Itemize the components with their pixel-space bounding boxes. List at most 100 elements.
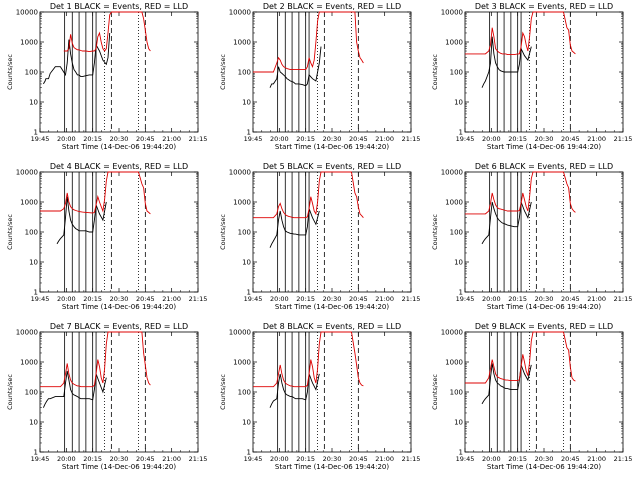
x-tick-label: 20:30 (110, 455, 129, 463)
x-tick-label: 20:15 (296, 455, 315, 463)
x-tick-label: 21:15 (189, 135, 208, 143)
panel-title: Det 9 BLACK = Events, RED = LLD (475, 322, 613, 331)
panel-det-9: Det 9 BLACK = Events, RED = LLD 1 10 100 100… (431, 322, 632, 471)
x-tick-label: 20:15 (83, 455, 102, 463)
y-tick-label: 10000 (441, 9, 463, 17)
y-tick-label: 1000 (233, 199, 251, 207)
x-tick-label: 20:45 (561, 135, 580, 143)
y-tick-label: 10000 (441, 169, 463, 177)
panel-title: Det 6 BLACK = Events, RED = LLD (475, 162, 613, 171)
x-tick-label: 19:45 (244, 455, 263, 463)
panel-title: Det 2 BLACK = Events, RED = LLD (263, 2, 401, 11)
x-tick-label: 20:15 (508, 135, 527, 143)
x-axis-label: Start Time (14-Dec-06 19:44:20) (62, 303, 176, 311)
x-axis-label: Start Time (14-Dec-06 19:44:20) (487, 143, 601, 151)
series-events-line (481, 36, 532, 88)
x-axis-label: Start Time (14-Dec-06 19:44:20) (487, 303, 601, 311)
y-tick-label: 10000 (229, 329, 251, 337)
y-tick-label: 1 (247, 289, 251, 297)
x-tick-label: 21:15 (402, 135, 421, 143)
series-events-line (269, 46, 322, 88)
x-tick-label: 21:15 (614, 455, 633, 463)
y-tick-label: 100 (25, 389, 38, 397)
x-tick-label: 20:00 (57, 295, 76, 303)
y-tick-label: 10000 (16, 329, 38, 337)
y-tick-label: 1000 (233, 39, 251, 47)
panel-det-8: Det 8 BLACK = Events, RED = LLD 1 10 100 100… (219, 322, 420, 471)
panel-title: Det 8 BLACK = Events, RED = LLD (263, 322, 401, 331)
x-tick-label: 20:30 (323, 455, 342, 463)
y-tick-label: 100 (25, 229, 38, 237)
y-tick-label: 1 (459, 289, 463, 297)
y-tick-label: 1 (247, 449, 251, 457)
series-lld-line (253, 331, 364, 388)
series-lld-line (253, 11, 364, 73)
x-tick-label: 20:00 (270, 135, 289, 143)
x-tick-label: 20:00 (482, 455, 501, 463)
x-axis-label: Start Time (14-Dec-06 19:44:20) (487, 463, 601, 471)
series-lld-line (465, 331, 576, 384)
x-tick-label: 20:00 (482, 135, 501, 143)
x-axis-label: Start Time (14-Dec-06 19:44:20) (275, 303, 389, 311)
x-tick-label: 20:30 (323, 295, 342, 303)
series-lld-line (465, 11, 576, 56)
y-tick-label: 10000 (229, 9, 251, 17)
panel-det-1: Det 1 BLACK = Events, RED = LLD 1 10 100 100… (6, 2, 207, 151)
x-tick-label: 20:15 (83, 295, 102, 303)
series-events-line (43, 32, 111, 85)
x-tick-label: 20:45 (349, 135, 368, 143)
x-tick-label: 20:30 (535, 135, 554, 143)
panel-det-4: Det 4 BLACK = Events, RED = LLD 1 10 100 100… (6, 162, 207, 311)
x-tick-label: 20:45 (349, 295, 368, 303)
y-axis-label: Counts/sec (6, 374, 14, 410)
y-tick-label: 10 (29, 419, 38, 427)
plot-frame (252, 11, 412, 133)
x-tick-label: 21:15 (614, 295, 633, 303)
y-axis-label: Counts/sec (431, 214, 439, 250)
x-tick-label: 20:15 (508, 295, 527, 303)
x-tick-label: 20:45 (349, 455, 368, 463)
x-tick-label: 20:30 (110, 295, 129, 303)
x-tick-label: 20:00 (270, 295, 289, 303)
y-tick-label: 1 (34, 129, 38, 137)
x-tick-label: 20:30 (535, 455, 554, 463)
series-events-line (269, 373, 320, 408)
x-tick-label: 21:00 (375, 295, 394, 303)
x-tick-label: 20:30 (535, 295, 554, 303)
y-tick-label: 1000 (445, 39, 463, 47)
x-tick-label: 20:15 (83, 135, 102, 143)
y-tick-label: 1 (34, 449, 38, 457)
y-tick-label: 10000 (16, 169, 38, 177)
x-tick-label: 20:00 (270, 455, 289, 463)
panel-det-3: Det 3 BLACK = Events, RED = LLD 1 10 100 100… (431, 2, 632, 151)
y-tick-label: 10 (454, 99, 463, 107)
y-tick-label: 10000 (229, 169, 251, 177)
x-axis-label: Start Time (14-Dec-06 19:44:20) (62, 463, 176, 471)
y-tick-label: 10 (454, 419, 463, 427)
x-tick-label: 20:45 (136, 295, 155, 303)
x-tick-label: 20:30 (323, 135, 342, 143)
y-axis-label: Counts/sec (219, 54, 227, 90)
x-axis-label: Start Time (14-Dec-06 19:44:20) (275, 143, 389, 151)
x-tick-label: 20:45 (561, 295, 580, 303)
series-lld-line (40, 171, 151, 215)
x-tick-label: 21:00 (587, 295, 606, 303)
series-lld-line (63, 11, 151, 53)
y-tick-label: 10 (242, 259, 251, 267)
y-tick-label: 10000 (16, 9, 38, 17)
panel-title: Det 1 BLACK = Events, RED = LLD (50, 2, 188, 11)
panel-det-6: Det 6 BLACK = Events, RED = LLD 1 10 100 100… (431, 162, 632, 311)
y-tick-label: 1 (34, 289, 38, 297)
y-tick-label: 100 (238, 229, 251, 237)
y-tick-label: 1000 (20, 359, 38, 367)
x-tick-label: 20:30 (110, 135, 129, 143)
x-tick-label: 20:00 (482, 295, 501, 303)
x-tick-label: 20:15 (296, 295, 315, 303)
x-tick-label: 21:00 (375, 135, 394, 143)
y-tick-label: 10 (29, 99, 38, 107)
y-tick-label: 100 (450, 389, 463, 397)
y-tick-label: 100 (238, 389, 251, 397)
y-tick-label: 10 (242, 99, 251, 107)
series-events-line (269, 208, 320, 248)
panel-title: Det 4 BLACK = Events, RED = LLD (50, 162, 188, 171)
